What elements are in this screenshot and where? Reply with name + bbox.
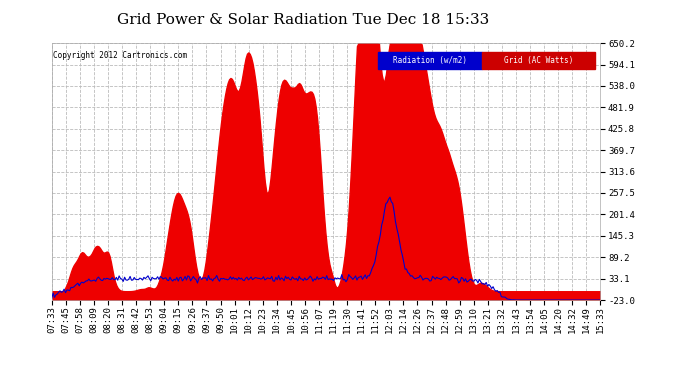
Text: Grid (AC Watts): Grid (AC Watts): [504, 56, 573, 65]
FancyBboxPatch shape: [482, 52, 595, 69]
Text: Copyright 2012 Cartronics.com: Copyright 2012 Cartronics.com: [53, 51, 187, 60]
Text: Grid Power & Solar Radiation Tue Dec 18 15:33: Grid Power & Solar Radiation Tue Dec 18 …: [117, 13, 490, 27]
FancyBboxPatch shape: [378, 52, 482, 69]
Text: Radiation (w/m2): Radiation (w/m2): [393, 56, 467, 65]
